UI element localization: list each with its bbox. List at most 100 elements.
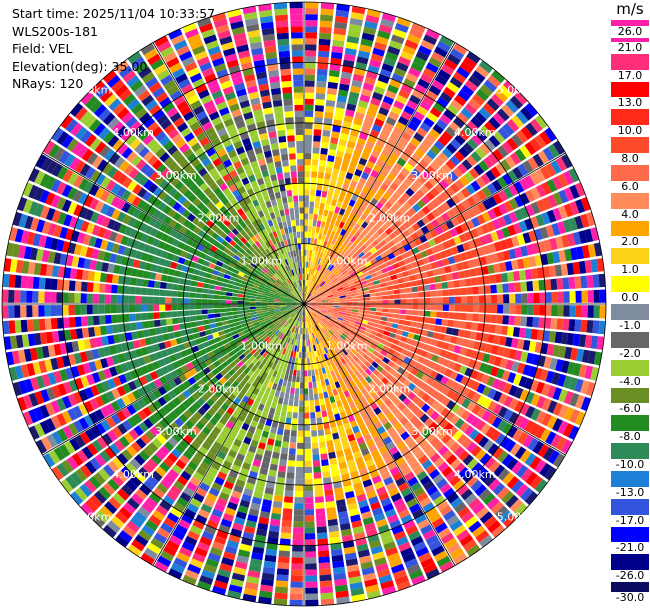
velocity-bin xyxy=(59,226,69,239)
velocity-bin xyxy=(563,406,575,421)
velocity-bin xyxy=(62,317,70,329)
velocity-bin xyxy=(363,453,373,462)
velocity-bin xyxy=(313,283,318,289)
velocity-bin xyxy=(313,269,317,276)
velocity-bin xyxy=(334,300,341,303)
velocity-bin xyxy=(306,340,309,347)
velocity-bin xyxy=(350,235,357,243)
velocity-bin xyxy=(532,317,540,328)
velocity-bin xyxy=(387,240,395,248)
velocity-bin xyxy=(289,311,295,316)
velocity-bin xyxy=(250,292,257,297)
velocity-bin xyxy=(472,304,480,313)
velocity-bin xyxy=(195,263,203,270)
velocity-bin xyxy=(316,514,326,522)
velocity-bin xyxy=(403,388,412,397)
velocity-bin xyxy=(318,336,323,343)
velocity-bin xyxy=(403,356,412,364)
velocity-bin xyxy=(502,173,513,186)
velocity-bin xyxy=(135,313,142,321)
velocity-bin xyxy=(316,80,327,88)
velocity-bin xyxy=(297,339,301,346)
velocity-bin xyxy=(326,312,333,317)
velocity-bin xyxy=(487,400,498,412)
velocity-bin xyxy=(332,225,339,233)
velocity-bin xyxy=(539,292,546,303)
velocity-bin xyxy=(213,304,220,309)
velocity-bin xyxy=(460,107,473,120)
velocity-bin xyxy=(451,328,459,336)
velocity-bin xyxy=(499,239,508,250)
velocity-bin xyxy=(305,50,317,57)
velocity-bin xyxy=(316,302,323,304)
velocity-bin xyxy=(318,38,331,46)
velocity-bin xyxy=(267,381,274,389)
velocity-bin xyxy=(134,304,142,313)
velocity-bin xyxy=(463,56,477,69)
velocity-bin xyxy=(505,494,519,509)
velocity-bin xyxy=(445,220,455,230)
velocity-bin xyxy=(562,375,573,389)
velocity-bin xyxy=(578,230,588,244)
velocity-bin xyxy=(440,190,451,201)
velocity-bin xyxy=(259,282,267,287)
velocity-bin xyxy=(155,505,169,517)
velocity-bin xyxy=(396,17,411,28)
velocity-bin xyxy=(271,286,278,291)
velocity-bin xyxy=(228,262,236,268)
velocity-bin xyxy=(412,395,421,405)
velocity-bin xyxy=(205,389,214,398)
velocity-bin xyxy=(285,336,290,343)
velocity-bin xyxy=(263,379,270,387)
velocity-bin xyxy=(314,350,318,358)
velocity-bin xyxy=(280,296,287,300)
velocity-bin xyxy=(254,485,265,493)
velocity-bin xyxy=(263,560,276,569)
velocity-bin xyxy=(514,91,528,105)
velocity-bin xyxy=(267,302,274,304)
velocity-bin xyxy=(372,507,384,517)
velocity-bin xyxy=(112,456,124,469)
velocity-bin xyxy=(147,542,161,555)
velocity-bin xyxy=(441,396,451,407)
velocity-bin xyxy=(180,271,188,279)
velocity-bin xyxy=(443,509,456,522)
velocity-bin xyxy=(345,146,354,155)
velocity-bin xyxy=(396,426,407,436)
velocity-bin xyxy=(319,574,332,582)
velocity-bin xyxy=(196,466,207,477)
velocity-bin xyxy=(456,406,466,417)
velocity-bin xyxy=(357,374,365,382)
velocity-bin xyxy=(323,373,328,380)
velocity-bin xyxy=(278,550,290,558)
velocity-bin xyxy=(347,185,356,194)
velocity-bin xyxy=(310,177,317,184)
velocity-bin xyxy=(326,323,333,329)
velocity-bin xyxy=(311,313,317,318)
velocity-bin xyxy=(325,242,331,249)
velocity-bin xyxy=(506,119,520,132)
velocity-bin xyxy=(78,389,89,402)
velocity-bin xyxy=(520,126,533,140)
velocity-bin xyxy=(590,366,600,381)
velocity-bin xyxy=(304,304,306,310)
velocity-bin xyxy=(177,256,186,265)
velocity-bin xyxy=(410,367,419,376)
velocity-bin xyxy=(305,292,308,299)
velocity-bin xyxy=(312,141,321,148)
velocity-bin xyxy=(320,453,328,461)
velocity-bin xyxy=(325,495,335,503)
velocity-bin xyxy=(339,467,349,476)
velocity-bin xyxy=(425,248,434,256)
velocity-bin xyxy=(366,160,375,170)
velocity-bin xyxy=(358,100,369,109)
velocity-bin xyxy=(445,411,455,422)
velocity-bin xyxy=(434,74,448,86)
velocity-bin xyxy=(222,513,234,522)
velocity-bin xyxy=(280,308,287,312)
velocity-bin xyxy=(132,259,141,269)
velocity-bin xyxy=(290,575,303,582)
velocity-bin xyxy=(434,325,442,333)
velocity-bin xyxy=(313,332,317,339)
velocity-bin xyxy=(153,532,168,544)
